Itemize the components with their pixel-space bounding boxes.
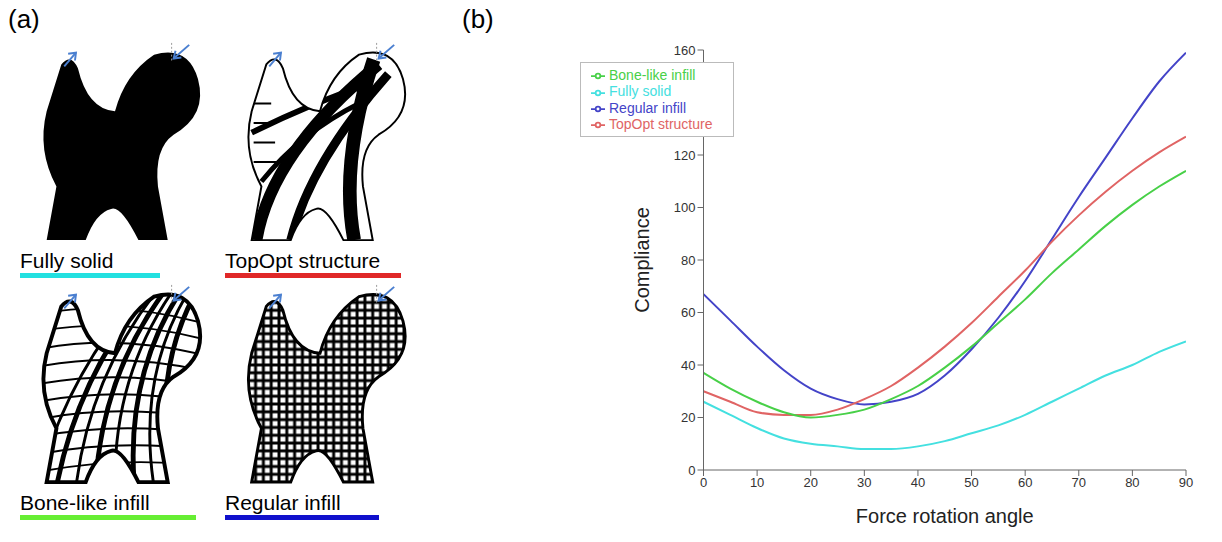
svg-text:50: 50 [964,475,978,490]
svg-text:40: 40 [681,358,695,373]
svg-text:80: 80 [1125,475,1139,490]
svg-text:60: 60 [1018,475,1032,490]
svg-text:90: 90 [1179,475,1193,490]
svg-text:0: 0 [688,463,695,478]
svg-text:80: 80 [681,253,695,268]
svg-text:160: 160 [674,43,696,58]
svg-text:20: 20 [803,475,817,490]
svg-text:10: 10 [750,475,764,490]
svg-text:60: 60 [681,305,695,320]
svg-text:100: 100 [674,200,696,215]
svg-text:120: 120 [674,148,696,163]
svg-text:Compliance: Compliance [631,207,653,313]
svg-text:140: 140 [674,95,696,110]
svg-text:Force rotation angle: Force rotation angle [856,505,1034,527]
svg-text:20: 20 [681,410,695,425]
svg-text:40: 40 [911,475,925,490]
svg-text:70: 70 [1072,475,1086,490]
svg-text:30: 30 [857,475,871,490]
svg-text:0: 0 [700,475,707,490]
